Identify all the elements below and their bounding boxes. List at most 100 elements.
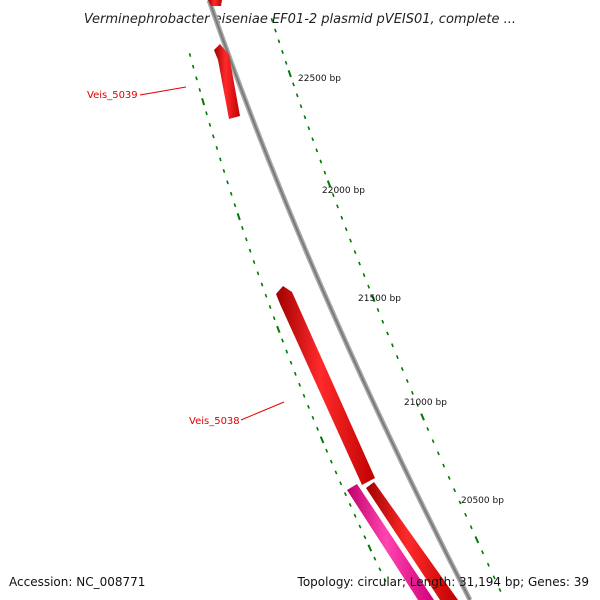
- minor-tick: [195, 76, 198, 81]
- minor-tick: [303, 115, 307, 120]
- leader-line-veis-5039: [139, 86, 187, 96]
- accession-label: Accession: NC_008771: [9, 575, 145, 589]
- minor-tick: [348, 502, 352, 507]
- plasmid-backbone: [206, 0, 473, 600]
- minor-tick: [376, 308, 380, 312]
- minor-tick: [436, 451, 440, 456]
- minor-tick: [492, 575, 496, 580]
- minor-tick: [336, 204, 339, 209]
- major-tick: [420, 413, 425, 421]
- minor-tick: [256, 271, 260, 276]
- minor-tick: [373, 556, 377, 561]
- minor-tick: [343, 492, 347, 497]
- minor-tick: [362, 273, 366, 278]
- major-tick: [236, 212, 241, 221]
- minor-tick: [311, 415, 315, 420]
- minor-tick: [248, 248, 252, 253]
- minor-tick: [292, 82, 295, 87]
- minor-tick: [339, 481, 343, 486]
- minor-tick: [416, 402, 419, 407]
- minor-tick: [219, 157, 222, 162]
- gene-label-veis-5039[interactable]: Veis_5039: [87, 90, 138, 101]
- minor-tick: [334, 470, 338, 475]
- major-tick: [367, 544, 373, 552]
- minor-tick: [486, 562, 490, 567]
- minor-tick: [299, 104, 303, 109]
- minor-tick: [281, 338, 284, 343]
- minor-tick: [395, 355, 399, 360]
- minor-tick: [208, 122, 212, 127]
- tick-label-22500: 22500 bp: [298, 74, 341, 84]
- major-tick: [276, 325, 281, 333]
- minor-tick: [270, 18, 274, 22]
- minor-tick: [319, 159, 323, 164]
- minor-tick: [252, 260, 256, 264]
- outer-tick-marks: [270, 18, 502, 592]
- minor-tick: [241, 226, 244, 230]
- minor-tick: [349, 238, 352, 243]
- minor-tick: [212, 134, 215, 139]
- minor-tick: [295, 93, 299, 98]
- major-tick: [326, 180, 332, 188]
- minor-tick: [244, 237, 248, 242]
- gene-arrow-lower[interactable]: [366, 482, 458, 600]
- minor-tick: [284, 60, 288, 65]
- minor-tick: [498, 588, 502, 592]
- minor-tick: [285, 349, 289, 354]
- minor-tick: [325, 448, 329, 453]
- minor-tick: [311, 137, 315, 142]
- minor-tick: [344, 227, 348, 232]
- major-tick: [474, 536, 480, 544]
- tick-label-20500: 20500 bp: [461, 496, 504, 506]
- gene-arrow-pink[interactable]: [347, 484, 434, 600]
- map-title: Verminephrobacter eiseniae EF01-2 plasmi…: [84, 12, 516, 27]
- minor-tick: [302, 393, 306, 398]
- tick-label-21500: 21500 bp: [358, 294, 401, 304]
- major-tick: [287, 69, 292, 78]
- minor-tick: [277, 39, 281, 44]
- minor-tick: [315, 148, 319, 153]
- minor-tick: [323, 170, 327, 175]
- minor-tick: [229, 191, 233, 196]
- minor-tick: [274, 28, 277, 33]
- major-tick: [371, 294, 376, 302]
- minor-tick: [358, 261, 361, 266]
- minor-tick: [293, 371, 297, 376]
- tick-label-22000: 22000 bp: [322, 186, 365, 196]
- minor-tick: [215, 145, 219, 150]
- minor-tick: [260, 282, 264, 287]
- minor-tick: [400, 366, 404, 372]
- minor-tick: [442, 463, 446, 468]
- minor-tick: [431, 439, 435, 444]
- minor-tick: [340, 215, 344, 220]
- minor-tick: [264, 293, 268, 298]
- minor-tick: [233, 203, 237, 208]
- minor-tick: [481, 550, 485, 555]
- minor-tick: [391, 343, 394, 348]
- minor-tick: [272, 316, 276, 321]
- minor-tick: [464, 512, 468, 517]
- gene-arrow-veis-5039[interactable]: [214, 44, 240, 119]
- minor-tick: [268, 305, 272, 309]
- minor-tick: [381, 319, 385, 324]
- minor-tick: [378, 567, 382, 572]
- minor-tick: [410, 390, 414, 395]
- minor-tick: [329, 459, 333, 464]
- minor-tick: [188, 53, 192, 57]
- minor-tick: [316, 426, 319, 431]
- minor-tick: [198, 88, 202, 92]
- minor-tick: [453, 488, 457, 493]
- minor-tick: [298, 382, 302, 387]
- gene-label-veis-5038[interactable]: Veis_5038: [189, 416, 240, 427]
- minor-tick: [363, 535, 367, 540]
- minor-tick: [426, 427, 430, 432]
- minor-tick: [386, 331, 390, 336]
- minor-tick: [358, 524, 362, 529]
- gene-arrow-top[interactable]: [208, 0, 222, 6]
- gene-arrow-veis-5038[interactable]: [276, 286, 375, 485]
- minor-tick: [458, 500, 462, 505]
- plasmid-backbone-inner: [208, 0, 471, 600]
- topology-label: Topology: circular; Length: 31,194 bp; G…: [297, 575, 589, 589]
- major-tick: [319, 436, 325, 444]
